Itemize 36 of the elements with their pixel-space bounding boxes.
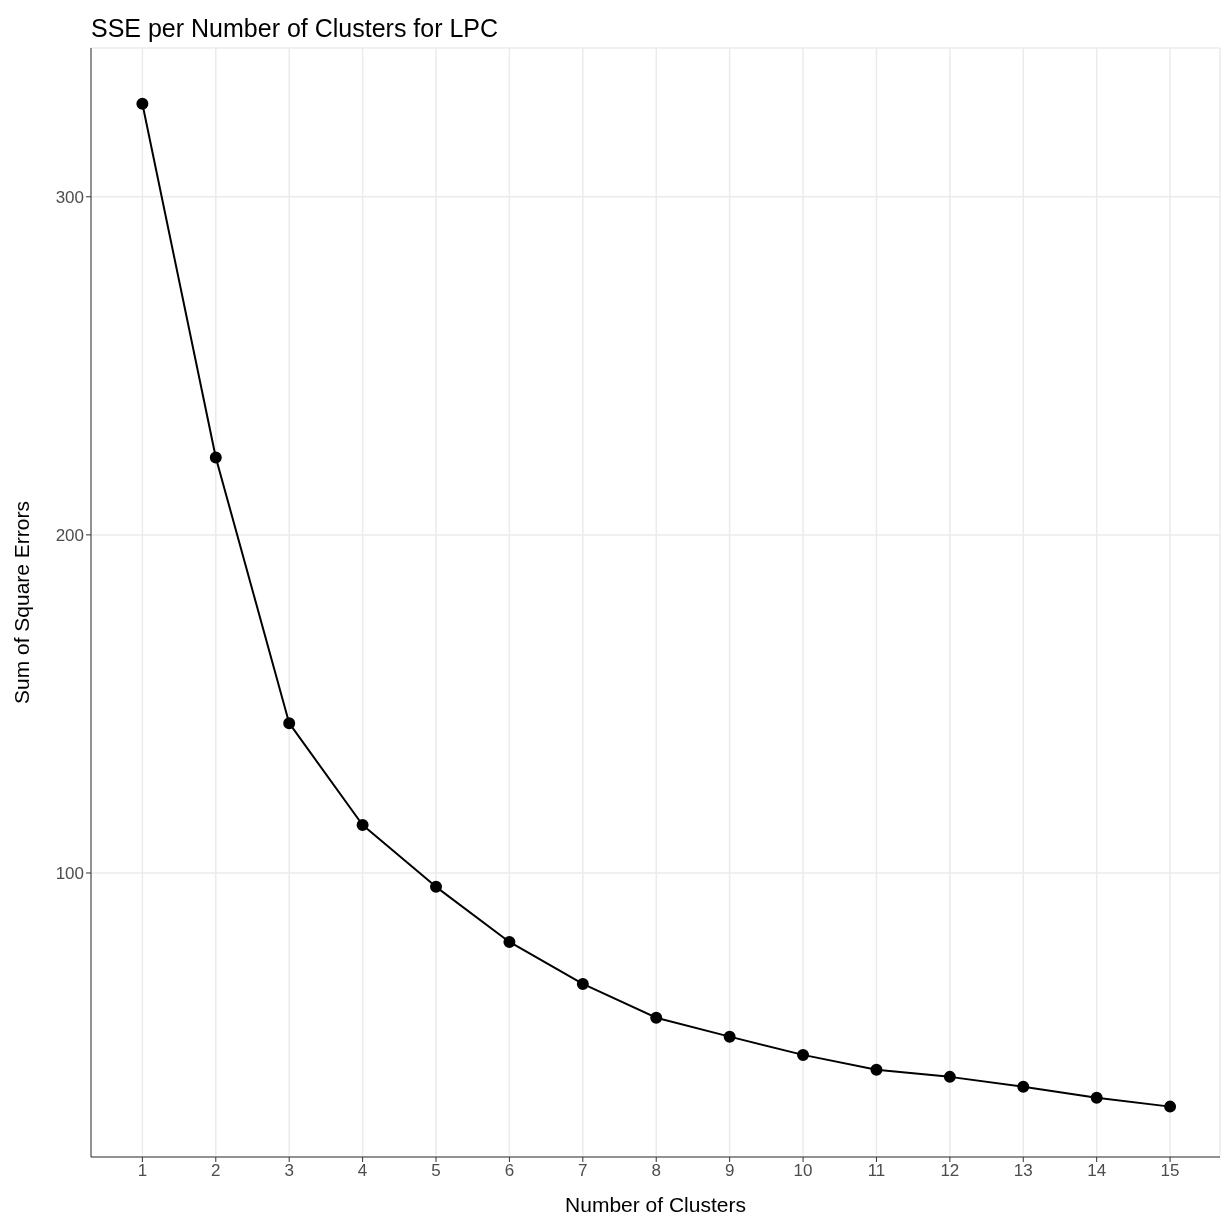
point	[797, 1048, 810, 1061]
point	[650, 1011, 663, 1024]
x-axis-title: Number of Clusters	[565, 1193, 746, 1216]
x-tick-label: 1	[137, 1161, 148, 1181]
x-tick-label: 9	[724, 1161, 735, 1181]
point	[1090, 1091, 1103, 1104]
point	[356, 818, 369, 831]
x-tick-label: 3	[284, 1161, 294, 1181]
point	[943, 1070, 956, 1083]
x-tick-label: 2	[211, 1161, 221, 1181]
point	[136, 97, 149, 110]
x-tick-label: 15	[1160, 1161, 1180, 1181]
point	[283, 717, 296, 730]
point	[503, 935, 516, 948]
y-tick-label: 100	[55, 864, 84, 884]
x-tick-label: 13	[1013, 1161, 1033, 1181]
x-tick-label: 8	[651, 1161, 661, 1181]
point	[430, 880, 443, 893]
x-tick-label: 6	[504, 1161, 515, 1181]
x-tick-label: 10	[793, 1161, 813, 1181]
y-axis-title: Sum of Square Errors	[10, 500, 34, 705]
y-tick-label: 200	[55, 525, 84, 545]
point	[209, 451, 222, 464]
point	[576, 977, 589, 990]
x-tick-label: 14	[1087, 1161, 1107, 1181]
x-tick-label: 7	[578, 1161, 588, 1181]
x-tick-label: 4	[357, 1161, 368, 1181]
x-tick-label: 12	[940, 1161, 960, 1181]
x-tick-label: 11	[867, 1161, 886, 1181]
point	[723, 1030, 736, 1043]
x-tick-label: 5	[431, 1161, 441, 1181]
point	[1164, 1100, 1177, 1113]
point	[1017, 1080, 1030, 1093]
y-tick-label: 300	[55, 187, 84, 207]
chart-title: SSE per Number of Clusters for LPC	[91, 14, 499, 43]
point	[870, 1063, 883, 1076]
